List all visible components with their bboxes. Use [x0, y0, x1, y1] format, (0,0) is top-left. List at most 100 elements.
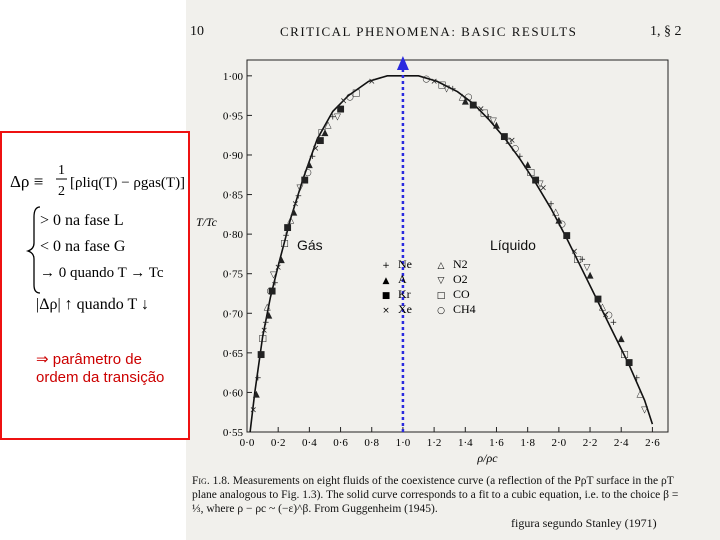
- data-point-ne: +: [578, 255, 586, 265]
- data-point-co: □: [573, 255, 582, 265]
- data-point-n2: △: [264, 302, 271, 312]
- data-point-o2: ▽: [270, 271, 277, 281]
- data-point-kr: ■: [336, 104, 345, 114]
- x-tick-label: 0·0: [240, 437, 255, 449]
- formula-rhs: [ρliq(T) − ρgas(T)]: [70, 175, 185, 191]
- legend-symbol: △: [438, 261, 445, 271]
- data-point-kr: ■: [300, 176, 309, 186]
- data-point-xe: ×: [368, 77, 376, 87]
- legend-symbol: ○: [437, 306, 445, 316]
- data-point-ch4: ○: [304, 168, 312, 178]
- data-point-ne: +: [547, 199, 555, 209]
- data-point-kr: ■: [500, 132, 509, 142]
- data-point-co: □: [480, 108, 489, 118]
- data-point-kr: ■: [257, 350, 266, 360]
- x-tick-label: 0·8: [364, 437, 379, 449]
- data-point-n2: △: [287, 215, 294, 225]
- y-tick-label: 0·85: [223, 190, 244, 202]
- case-critical: → 0 quando T → Tc: [40, 265, 164, 281]
- data-point-co: □: [438, 81, 447, 91]
- x-tick-label: 1·4: [458, 437, 473, 449]
- data-point-kr: ■: [283, 223, 292, 233]
- legend-label: Xe: [398, 302, 412, 316]
- data-point-kr: ■: [469, 101, 478, 111]
- data-point-co: □: [352, 89, 361, 99]
- brace-icon: [25, 206, 41, 294]
- coexistence-plot: 0·550·600·650·700·750·800·850·900·951·00…: [196, 56, 669, 465]
- legend-label: CH4: [453, 302, 476, 316]
- legend-symbol: ×: [382, 306, 390, 316]
- order-parameter-formula: Δρ ≡ 1 2 [ρliq(T) − ρgas(T)] > 0 na fase…: [10, 163, 185, 313]
- legend-label: O2: [453, 272, 468, 286]
- x-tick-label: 1·8: [520, 437, 535, 449]
- order-parameter-note: ⇒ parâmetro de ordem da transição: [36, 351, 165, 386]
- data-point-ch4: ○: [422, 74, 430, 84]
- data-point-o2: ▽: [537, 180, 544, 190]
- data-point-ne: +: [633, 374, 641, 384]
- x-tick-label: 2·6: [645, 437, 660, 449]
- data-point-n2: △: [552, 207, 559, 217]
- data-point-o2: ▽: [490, 116, 497, 126]
- y-tick-label: 0·65: [223, 348, 244, 360]
- legend-symbol: □: [437, 291, 446, 301]
- data-point-ne: +: [485, 112, 493, 122]
- formula-lhs: Δρ ≡: [10, 172, 43, 191]
- data-point-ne: +: [309, 152, 317, 162]
- x-tick-label: 0·2: [271, 437, 286, 449]
- data-point-n2: △: [505, 136, 512, 146]
- data-points-layer: ++++++++++++++▲▲▲▲▲▲▲▲▲▲▲▲■■■■■■ ■■■■■■××…: [249, 74, 648, 415]
- gas-label: Gás: [297, 237, 323, 253]
- data-point-xe: ×: [430, 77, 438, 87]
- y-tick-label: 0·70: [223, 308, 244, 320]
- x-tick-label: 1·6: [489, 437, 504, 449]
- formula-half-den: 2: [58, 184, 65, 199]
- data-point-ne: +: [254, 374, 262, 384]
- trend-line: |Δρ| ↑ quando T ↓: [36, 296, 149, 313]
- data-point-ch4: ○: [605, 310, 613, 320]
- y-tick-label: 0·75: [223, 269, 244, 281]
- data-point-ch4: ○: [558, 219, 566, 229]
- plot-axes: 0·550·600·650·700·750·800·850·900·951·00…: [196, 59, 669, 465]
- figure-caption: Fig. 1.8. Measurements on eight fluids o…: [192, 474, 692, 516]
- data-point-a: ▲: [462, 97, 469, 107]
- data-point-xe: ×: [602, 310, 610, 320]
- data-point-a: ▲: [253, 389, 260, 399]
- y-tick-label: 0·55: [223, 427, 244, 439]
- data-point-ch4: ○: [346, 93, 354, 103]
- data-point-kr: ■: [562, 231, 571, 241]
- legend-symbol: +: [382, 261, 390, 271]
- data-point-a: ▲: [265, 310, 272, 320]
- fit-curve: [249, 75, 654, 433]
- x-tick-label: 2·4: [614, 437, 629, 449]
- section-reference: 1, § 2: [650, 24, 682, 39]
- data-point-ne: +: [516, 152, 524, 162]
- data-point-a: ▲: [322, 128, 329, 138]
- legend-label: A: [398, 272, 407, 286]
- data-point-xe: ×: [340, 97, 348, 107]
- data-point-ne: +: [295, 192, 303, 202]
- data-point-xe: ×: [292, 199, 300, 209]
- data-point-a: ▲: [524, 160, 531, 170]
- legend-label: Kr: [398, 287, 411, 301]
- data-point-co: □: [620, 350, 629, 360]
- case-gas: < 0 na fase G: [40, 238, 126, 255]
- data-point-kr: ■: [268, 287, 277, 297]
- data-point-o2: ▽: [583, 263, 590, 273]
- y-axis-label: T/Tc: [196, 215, 218, 229]
- page-number: 10: [190, 24, 204, 39]
- data-point-xe: ×: [508, 136, 516, 146]
- data-point-a: ▲: [555, 215, 562, 225]
- data-point-kr: ■: [531, 176, 540, 186]
- legend-label: Ne: [398, 257, 412, 271]
- x-tick-label: 2·0: [552, 437, 567, 449]
- y-tick-label: 0·60: [223, 387, 244, 399]
- legend-label: CO: [453, 287, 470, 301]
- legend-label: N2: [453, 257, 468, 271]
- data-point-xe: ×: [312, 144, 320, 154]
- data-point-n2: △: [325, 120, 332, 130]
- data-point-co: □: [318, 128, 327, 138]
- data-point-a: ▲: [290, 207, 297, 217]
- data-point-o2: ▽: [641, 405, 648, 415]
- annotation-box: Δρ ≡ 1 2 [ρliq(T) − ρgas(T)] > 0 na fase…: [0, 131, 190, 440]
- data-point-xe: ×: [477, 104, 485, 114]
